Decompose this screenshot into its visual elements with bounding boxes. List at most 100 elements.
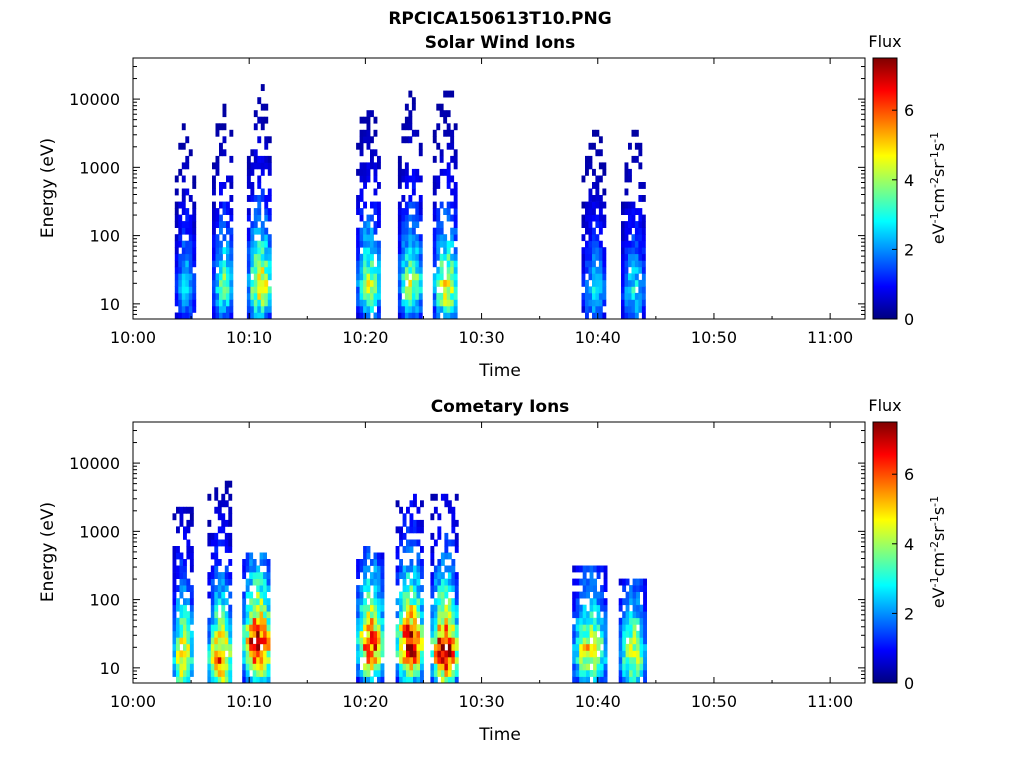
spectrogram-cell bbox=[253, 305, 258, 313]
spectrogram-cell bbox=[598, 201, 603, 209]
spectrogram-cell bbox=[408, 90, 413, 98]
spectrogram-cell bbox=[572, 676, 577, 684]
spectrogram-cell bbox=[404, 266, 409, 274]
spectrogram-cell bbox=[618, 663, 623, 671]
spectrogram-cell bbox=[245, 604, 250, 612]
spectrogram-cell bbox=[188, 214, 193, 222]
spectrogram-cell bbox=[363, 116, 367, 124]
spectrogram-cell bbox=[256, 630, 261, 638]
spectrogram-cell bbox=[249, 637, 254, 645]
spectrogram-cell bbox=[359, 611, 364, 619]
spectrogram-cell bbox=[373, 552, 378, 560]
spectrogram-cell bbox=[210, 552, 215, 560]
spectrogram-cell bbox=[226, 221, 230, 228]
spectrogram-cell bbox=[267, 286, 272, 294]
spectrogram-cell bbox=[436, 279, 441, 287]
spectrogram-cell bbox=[174, 292, 179, 300]
spectrogram-cell bbox=[363, 305, 367, 313]
spectrogram-cell bbox=[266, 637, 271, 645]
spectrogram-cell bbox=[224, 565, 229, 573]
spectrogram-cell bbox=[257, 299, 262, 307]
spectrogram-cell bbox=[228, 624, 233, 632]
spectrogram-cell bbox=[411, 201, 416, 209]
spectrogram-cell bbox=[399, 598, 403, 606]
spectrogram-cell bbox=[416, 552, 421, 560]
spectrogram-cell bbox=[636, 670, 640, 677]
spectrogram-cell bbox=[416, 630, 421, 638]
spectrogram-cell bbox=[176, 546, 180, 553]
spectrogram-cell bbox=[188, 253, 193, 261]
spectrogram-cell bbox=[246, 253, 251, 261]
spectrogram-cell bbox=[443, 116, 448, 124]
spectrogram-cell bbox=[185, 240, 190, 248]
spectrogram-cell bbox=[430, 676, 435, 684]
spectrogram-cell bbox=[453, 305, 458, 313]
spectrogram-cell bbox=[413, 656, 417, 664]
spectrogram-cell bbox=[451, 617, 456, 625]
spectrogram-cell bbox=[215, 305, 220, 313]
spectrogram-cell bbox=[603, 643, 608, 651]
spectrogram-cell bbox=[245, 630, 250, 638]
spectrogram-cell bbox=[215, 286, 220, 294]
spectrogram-cell bbox=[207, 676, 212, 684]
spectrogram-cell bbox=[625, 630, 630, 638]
spectrogram-cell bbox=[404, 253, 409, 261]
spectrogram-cell bbox=[363, 663, 367, 671]
spectrogram-cell bbox=[593, 643, 597, 651]
spectrogram-cell bbox=[253, 312, 258, 320]
spectrogram-cell bbox=[174, 312, 179, 320]
spectrogram-cell bbox=[228, 617, 233, 625]
spectrogram-cell bbox=[418, 240, 423, 248]
spectrogram-cell bbox=[253, 195, 258, 202]
spectrogram-cell bbox=[596, 656, 601, 664]
spectrogram-cell bbox=[192, 182, 197, 189]
spectrogram-cell bbox=[252, 617, 257, 625]
spectrogram-cell bbox=[250, 253, 255, 261]
spectrogram-cell bbox=[249, 676, 254, 684]
spectrogram-cell bbox=[212, 253, 216, 261]
spectrogram-cell bbox=[252, 663, 257, 671]
spectrogram-cell bbox=[629, 611, 633, 619]
spectrogram-cell bbox=[596, 591, 601, 599]
spectrogram-cell bbox=[437, 578, 442, 586]
spectrogram-cell bbox=[402, 591, 407, 599]
spectrogram-cell bbox=[624, 247, 629, 255]
spectrogram-cell bbox=[634, 273, 639, 281]
spectrogram-cell bbox=[228, 670, 233, 677]
spectrogram-cell bbox=[408, 299, 413, 307]
spectrogram-cell bbox=[598, 286, 603, 294]
spectrogram-cell bbox=[402, 532, 407, 540]
spectrogram-cell bbox=[413, 519, 417, 527]
spectrogram-cell bbox=[592, 266, 596, 274]
spectrogram-cell bbox=[437, 513, 442, 521]
spectrogram-cell bbox=[183, 630, 187, 638]
spectrogram-cell bbox=[263, 552, 267, 560]
spectrogram-cell bbox=[370, 136, 374, 144]
spectrogram-cell bbox=[437, 598, 442, 606]
spectrogram-cell bbox=[420, 611, 424, 619]
spectrogram-cell bbox=[363, 168, 367, 176]
spectrogram-cell bbox=[581, 253, 586, 261]
spectrogram-cell bbox=[453, 214, 458, 222]
spectrogram-cell bbox=[366, 260, 371, 268]
spectrogram-cell bbox=[267, 208, 272, 215]
spectrogram-cell bbox=[397, 247, 402, 255]
spectrogram-cell bbox=[440, 578, 445, 586]
spectrogram-cell bbox=[585, 312, 589, 320]
spectrogram-cell bbox=[641, 221, 646, 228]
spectrogram-cell bbox=[399, 572, 403, 579]
spectrogram-cell bbox=[366, 305, 371, 313]
spectrogram-cell bbox=[214, 611, 219, 619]
spectrogram-cell bbox=[446, 123, 451, 131]
spectrogram-cell bbox=[256, 643, 261, 651]
spectrogram-cell bbox=[363, 552, 367, 560]
spectrogram-cell bbox=[366, 643, 371, 651]
spectrogram-cell bbox=[624, 168, 629, 176]
spectrogram-cell bbox=[453, 221, 458, 228]
spectrogram-cell bbox=[359, 585, 364, 592]
spectrogram-cell bbox=[189, 513, 194, 521]
spectrogram-cell bbox=[436, 247, 441, 255]
spectrogram-cell bbox=[356, 253, 360, 261]
spectrogram-cell bbox=[252, 565, 257, 573]
spectrogram-cell bbox=[625, 663, 630, 671]
